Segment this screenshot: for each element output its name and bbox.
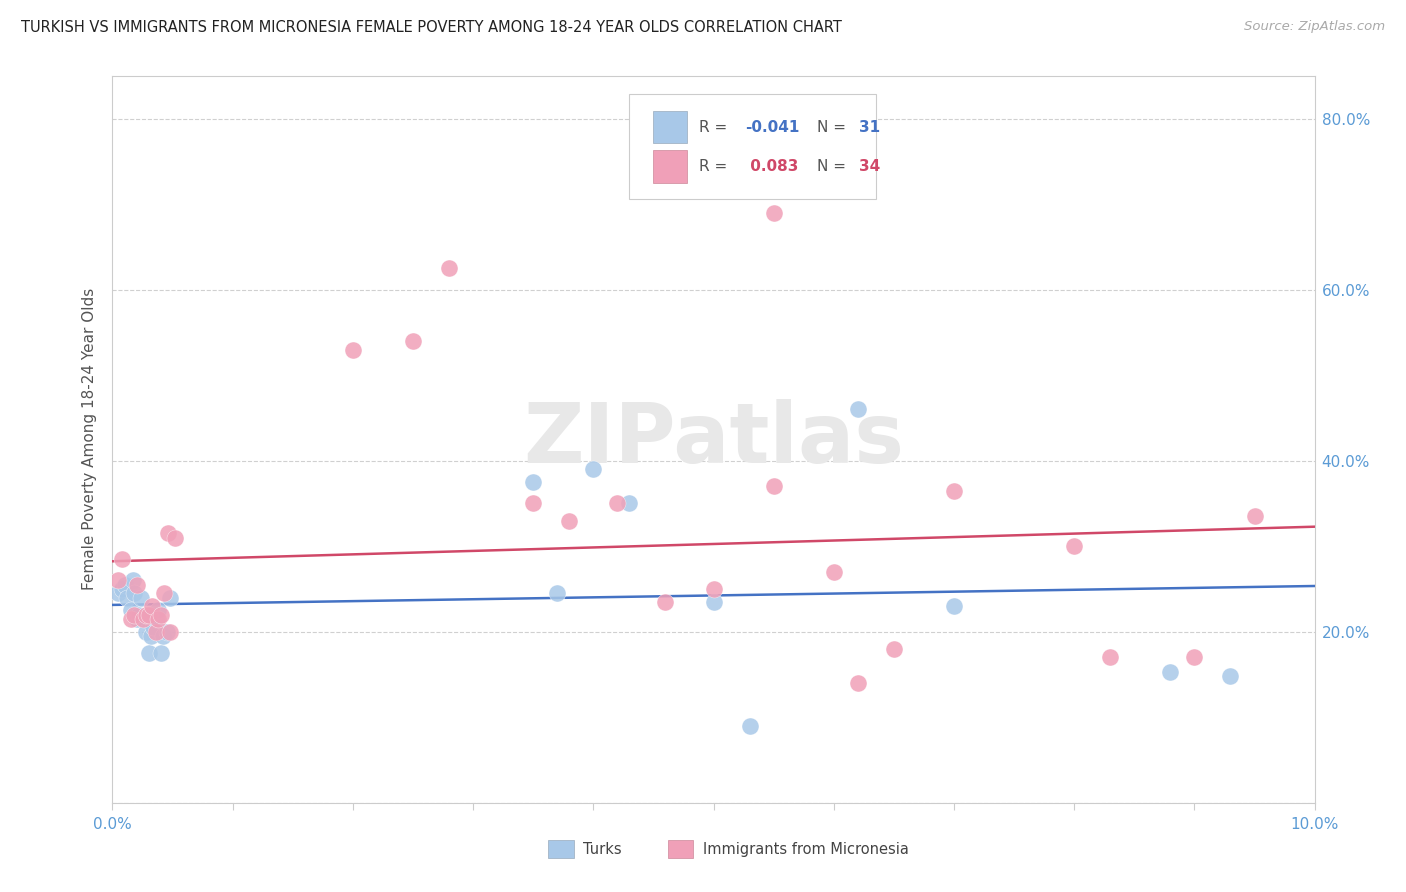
Point [132,612,155,626]
Point [107,586,129,600]
Point [122,574,145,588]
Point [1063,539,1085,553]
Point [762,205,785,219]
Point [138,607,160,622]
Point [437,261,460,276]
Point [131,591,153,605]
Point [152,629,174,643]
Point [159,591,181,605]
FancyBboxPatch shape [630,94,876,200]
Point [762,479,785,493]
Point [522,475,544,489]
Point [619,496,641,510]
Text: N =: N = [817,120,851,135]
Point [155,624,177,639]
Point [114,578,136,592]
Point [522,496,544,510]
Point [146,612,169,626]
Point [738,719,761,733]
Y-axis label: Female Poverty Among 18-24 Year Olds: Female Poverty Among 18-24 Year Olds [82,288,97,591]
Point [142,620,165,634]
Point [1219,669,1241,683]
Point [122,586,145,600]
Point [558,514,581,528]
Point [122,607,145,622]
Point [120,603,142,617]
Point [111,582,134,596]
Point [546,586,568,600]
Text: -0.041: -0.041 [745,120,799,135]
Text: 0.083: 0.083 [745,159,799,174]
Point [128,607,150,622]
Point [125,578,148,592]
Point [145,612,167,626]
Point [125,612,148,626]
Text: N =: N = [817,159,851,174]
FancyBboxPatch shape [654,150,688,183]
Point [135,624,157,639]
Point [342,343,364,357]
Point [942,599,965,613]
FancyBboxPatch shape [654,111,688,144]
Text: Source: ZipAtlas.com: Source: ZipAtlas.com [1244,20,1385,33]
Point [135,607,157,622]
Point [163,531,186,545]
Point [1099,650,1122,665]
Point [582,462,605,476]
Point [846,676,869,690]
Point [159,624,181,639]
Point [846,402,869,417]
Point [111,552,134,566]
Point [1159,665,1181,679]
Point [654,595,676,609]
Point [146,603,169,617]
Point [1243,509,1265,524]
Point [141,599,163,613]
Text: TURKISH VS IMMIGRANTS FROM MICRONESIA FEMALE POVERTY AMONG 18-24 YEAR OLDS CORRE: TURKISH VS IMMIGRANTS FROM MICRONESIA FE… [21,20,842,35]
Point [823,565,845,579]
Point [156,526,179,541]
Text: R =: R = [699,159,733,174]
Text: Turks: Turks [583,842,621,856]
Point [131,612,153,626]
Point [1184,650,1206,665]
Point [115,591,138,605]
Text: Immigrants from Micronesia: Immigrants from Micronesia [703,842,908,856]
Point [145,624,167,639]
Text: R =: R = [699,120,733,135]
Point [149,646,172,660]
Point [138,646,160,660]
Text: 34: 34 [859,159,880,174]
Point [402,334,425,348]
Point [883,641,905,656]
Text: ZIPatlas: ZIPatlas [523,399,904,480]
Point [702,582,725,596]
Point [606,496,628,510]
Point [107,574,129,588]
Text: 31: 31 [859,120,880,135]
Point [139,629,162,643]
Point [153,586,176,600]
Point [702,595,725,609]
Point [120,612,142,626]
Point [942,483,965,498]
Point [149,607,172,622]
